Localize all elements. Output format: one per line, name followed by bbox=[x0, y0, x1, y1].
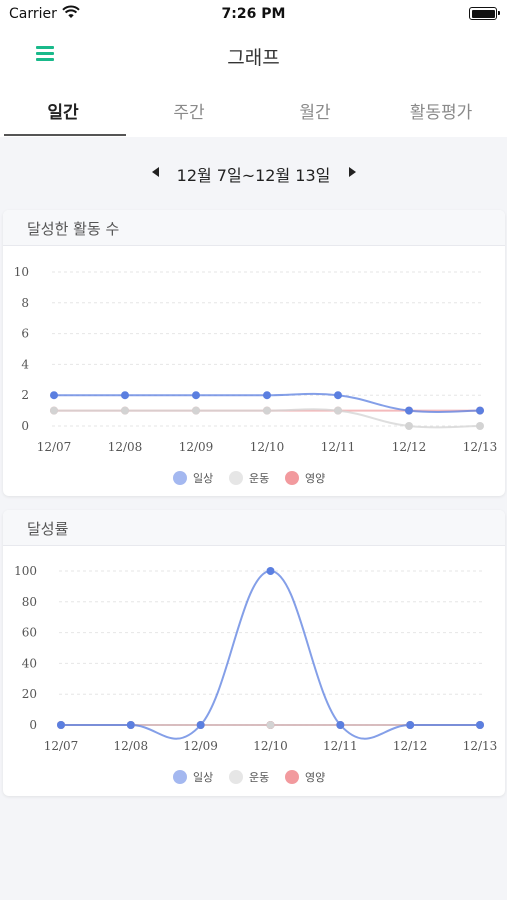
achievement-rate-chart: 0 20 40 60 80 100 12/07 12/08 12/09 12/10 12/11 12/… bbox=[14, 564, 498, 784]
data-point[interactable] bbox=[263, 391, 271, 400]
x-tick-label: 12/07 bbox=[37, 440, 72, 454]
data-point[interactable] bbox=[405, 406, 413, 415]
data-point[interactable] bbox=[266, 721, 275, 729]
x-tick-label: 12/07 bbox=[44, 739, 79, 753]
y-tick-label: 20 bbox=[22, 687, 37, 701]
y-tick-label: 100 bbox=[14, 564, 37, 578]
app-header: 그래프 bbox=[0, 32, 507, 80]
date-navigator: 12월 7일~12월 13일 bbox=[0, 158, 507, 188]
tab-daily[interactable]: 일간 bbox=[0, 88, 126, 137]
legend-label: 영양 bbox=[305, 771, 325, 784]
data-point[interactable] bbox=[334, 406, 342, 415]
legend-swatch bbox=[285, 770, 299, 784]
data-point[interactable] bbox=[476, 406, 484, 415]
x-tick-label: 12/08 bbox=[114, 739, 149, 753]
battery-icon bbox=[469, 7, 500, 20]
x-tick-label: 12/13 bbox=[463, 440, 498, 454]
x-tick-label: 12/10 bbox=[253, 739, 288, 753]
legend-swatch bbox=[173, 471, 187, 485]
date-range-label: 12월 7일~12월 13일 bbox=[176, 166, 331, 185]
y-tick-label: 6 bbox=[21, 327, 29, 341]
y-tick-label: 40 bbox=[22, 656, 37, 670]
data-point[interactable] bbox=[192, 391, 200, 400]
tab-weekly[interactable]: 주간 bbox=[173, 103, 205, 123]
y-tick-label: 8 bbox=[21, 296, 29, 310]
achievement-rate-card-title: 달성률 bbox=[3, 510, 505, 546]
legend-swatch bbox=[285, 471, 299, 485]
x-tick-label: 12/13 bbox=[463, 739, 498, 753]
legend-swatch bbox=[229, 471, 243, 485]
status-time: 7:26 PM bbox=[221, 6, 286, 22]
page-title: 그래프 bbox=[227, 47, 280, 69]
hamburger-menu-icon[interactable] bbox=[36, 46, 54, 62]
data-point[interactable] bbox=[406, 721, 415, 729]
x-tick-label: 12/10 bbox=[250, 440, 285, 454]
data-point[interactable] bbox=[263, 406, 271, 415]
x-tick-label: 12/11 bbox=[321, 440, 356, 454]
x-tick-label: 12/08 bbox=[108, 440, 143, 454]
y-tick-label: 10 bbox=[14, 265, 29, 279]
x-tick-label: 12/11 bbox=[323, 739, 358, 753]
top-panel: Carrier 7:26 PM 그래프 일간 주간 월간 활동평가 bbox=[0, 0, 507, 137]
x-tick-label: 12/12 bbox=[392, 440, 427, 454]
data-point[interactable] bbox=[476, 721, 484, 729]
status-bar: Carrier 7:26 PM bbox=[0, 0, 507, 30]
tab-activity-evaluation[interactable]: 활동평가 bbox=[409, 103, 473, 123]
series-line bbox=[61, 569, 480, 740]
legend-swatch bbox=[229, 770, 243, 784]
y-tick-label: 2 bbox=[21, 388, 29, 402]
previous-week-icon[interactable] bbox=[152, 167, 159, 177]
wifi-icon bbox=[62, 5, 80, 18]
data-point[interactable] bbox=[334, 391, 342, 400]
y-tick-label: 80 bbox=[22, 595, 37, 609]
data-point[interactable] bbox=[336, 721, 345, 729]
legend-label: 운동 bbox=[249, 771, 269, 784]
legend-label: 운동 bbox=[249, 472, 269, 485]
y-tick-label: 0 bbox=[21, 419, 29, 433]
legend-label: 일상 bbox=[193, 770, 213, 784]
legend-label: 영양 bbox=[305, 472, 325, 485]
y-tick-label: 0 bbox=[29, 718, 37, 732]
y-tick-label: 60 bbox=[22, 626, 37, 640]
y-tick-label: 4 bbox=[21, 357, 29, 371]
tab-monthly[interactable]: 월간 bbox=[299, 103, 331, 123]
data-point[interactable] bbox=[405, 422, 413, 430]
legend-swatch bbox=[173, 770, 187, 784]
x-tick-label: 12/09 bbox=[183, 739, 218, 753]
data-point[interactable] bbox=[50, 406, 58, 415]
data-point[interactable] bbox=[192, 406, 200, 415]
data-point[interactable] bbox=[126, 721, 135, 729]
next-week-icon[interactable] bbox=[349, 167, 356, 177]
data-point[interactable] bbox=[57, 721, 65, 729]
data-point[interactable] bbox=[266, 567, 275, 575]
data-point[interactable] bbox=[121, 406, 129, 415]
activity-count-card-title: 달성한 활동 수 bbox=[3, 210, 505, 246]
data-point[interactable] bbox=[50, 391, 58, 400]
activity-count-chart: 0 2 4 6 8 10 12/07 12/08 12/09 12/10 12/11 12/12 12/… bbox=[14, 265, 498, 485]
x-tick-label: 12/12 bbox=[393, 739, 428, 753]
period-tabs: 일간 주간 월간 활동평가 bbox=[0, 88, 507, 137]
carrier-label: Carrier bbox=[9, 6, 57, 22]
data-point[interactable] bbox=[196, 721, 205, 729]
data-point[interactable] bbox=[121, 391, 129, 400]
achievement-rate-card: 달성률 0 20 40 60 80 100 12/07 12/08 12/09 12/10 12/1… bbox=[3, 510, 505, 796]
data-point[interactable] bbox=[476, 422, 484, 430]
activity-count-card: 달성한 활동 수 0 2 4 6 8 10 12/07 12/08 12/09 12/10 12/1… bbox=[3, 210, 505, 496]
legend-label: 일상 bbox=[193, 471, 213, 485]
x-tick-label: 12/09 bbox=[179, 440, 214, 454]
